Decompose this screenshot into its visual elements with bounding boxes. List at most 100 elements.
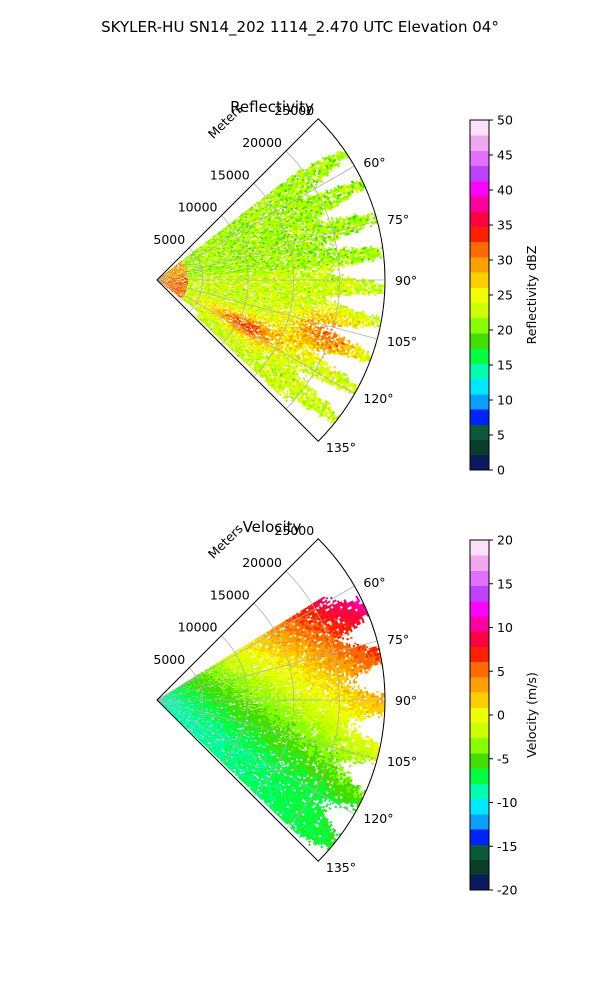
reflectivity-title: Reflectivity [230, 98, 314, 116]
radar-cell [237, 220, 240, 223]
radar-cell [221, 233, 224, 236]
radar-cell [281, 212, 284, 215]
radar-cell [326, 267, 329, 270]
radar-cell [176, 263, 179, 265]
radar-cell [164, 275, 167, 277]
radar-cell [272, 268, 275, 271]
radar-cell [176, 266, 179, 269]
radar-cell [258, 271, 261, 273]
radar-cell [242, 223, 245, 226]
radar-cell [208, 239, 211, 242]
radar-cell [287, 190, 290, 193]
radar-cell [172, 268, 174, 270]
radar-cell [251, 211, 254, 214]
radar-cell [284, 214, 287, 217]
radar-cell [271, 193, 275, 196]
radar-cell [283, 259, 287, 262]
radar-cell [353, 250, 357, 253]
radar-cell [215, 248, 218, 250]
radar-cell [345, 251, 348, 255]
radar-cell [213, 236, 216, 238]
radar-cell [323, 170, 327, 174]
radar-cell [214, 234, 217, 237]
radar-cell [285, 211, 289, 215]
radar-cell [264, 257, 267, 260]
radar-cell [330, 168, 334, 172]
radar-cell [298, 205, 302, 208]
radar-cell [300, 261, 304, 264]
radar-cell [184, 259, 187, 262]
radar-cell [292, 176, 296, 179]
radar-cell [253, 267, 256, 269]
radar-cell [281, 257, 284, 259]
radar-cell [258, 269, 261, 271]
radar-cell [246, 215, 249, 218]
radar-cell [204, 245, 207, 248]
radar-cell [231, 222, 234, 225]
radar-cell [374, 247, 377, 251]
radar-cell [288, 181, 292, 184]
radar-cell [293, 181, 297, 185]
radar-cell [328, 159, 332, 163]
radar-cell [220, 244, 223, 246]
radar-cell [275, 207, 279, 210]
radar-cell [300, 172, 303, 176]
radar-cell [350, 253, 353, 256]
radar-cell [247, 209, 251, 212]
radar-cell [305, 264, 308, 266]
radar-cell [270, 191, 273, 194]
radar-cell [348, 261, 352, 264]
radar-cell [222, 232, 226, 234]
radar-cell [329, 167, 332, 170]
radar-cell [292, 194, 296, 198]
radar-cell [196, 277, 199, 279]
radar-cell [310, 257, 314, 259]
radar-cell [198, 256, 201, 258]
radar-cell [252, 212, 255, 215]
radar-cell [310, 172, 313, 176]
radar-cell [216, 237, 219, 240]
radar-cell [242, 219, 245, 222]
radar-cell [170, 268, 173, 271]
radar-cell [203, 248, 206, 250]
radar-cell [262, 213, 266, 216]
radar-cell [319, 178, 322, 182]
radar-cell [298, 173, 302, 177]
radar-cell [207, 250, 210, 252]
radar-cell [340, 248, 344, 251]
radar-cell [215, 235, 218, 238]
radar-cell [172, 268, 175, 270]
radar-cell [171, 267, 174, 269]
radar-cell [195, 258, 198, 260]
radar-cell [175, 265, 178, 268]
radar-cell [274, 200, 277, 204]
radar-cell [245, 213, 248, 216]
radar-cell [184, 264, 187, 266]
radar-cell [231, 233, 234, 236]
radar-cell [241, 230, 244, 233]
radar-cell [230, 221, 233, 224]
radar-cell [216, 236, 219, 239]
radar-cell [240, 224, 243, 227]
radar-cell [295, 180, 299, 183]
radar-cell [281, 208, 285, 212]
radar-cell [303, 184, 306, 187]
radar-cell [289, 202, 293, 205]
radar-cell [291, 205, 294, 208]
radar-cell [325, 164, 328, 168]
radar-cell [173, 270, 176, 272]
radar-cell [223, 274, 226, 276]
radar-cell [185, 257, 188, 260]
radar-cell [163, 273, 166, 276]
radar-cell [297, 191, 301, 195]
radar-cell [298, 197, 302, 200]
radar-cell [318, 254, 321, 257]
radar-cell [272, 191, 276, 194]
radar-cell [250, 216, 253, 219]
radar-cell [268, 268, 271, 270]
radar-cell [355, 261, 358, 264]
radar-cell [297, 268, 300, 270]
radar-cell [241, 226, 244, 229]
radar-cell [219, 230, 222, 233]
radar-cell [344, 245, 348, 249]
